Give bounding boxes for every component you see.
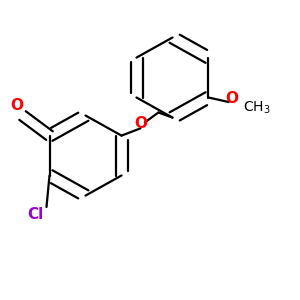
Text: O: O	[134, 116, 147, 130]
Text: O: O	[225, 91, 238, 106]
Text: Cl: Cl	[27, 207, 44, 222]
Text: O: O	[10, 98, 23, 113]
Text: CH$_3$: CH$_3$	[243, 100, 271, 116]
